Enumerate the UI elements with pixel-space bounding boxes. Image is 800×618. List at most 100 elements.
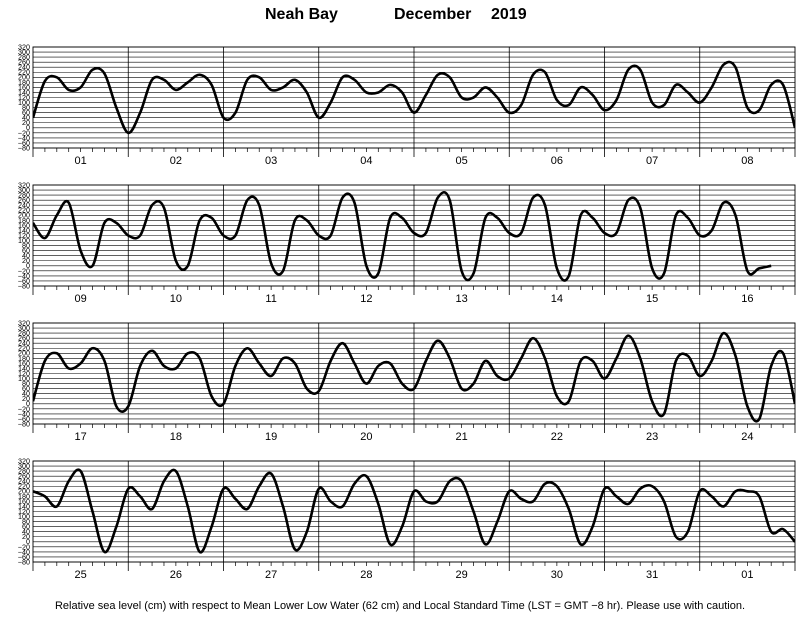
day-label: 14 [551, 293, 563, 305]
y-tick-label: 120 [18, 507, 30, 516]
day-label: 01 [75, 155, 87, 167]
y-tick-label: 260 [18, 58, 30, 67]
y-tick-label: 160 [18, 83, 30, 92]
y-tick-label: −80 [18, 419, 30, 428]
y-tick-label: 40 [22, 113, 30, 122]
tide-panel: 3203002802602402202001801601401201008060… [18, 456, 796, 581]
day-label: 19 [265, 431, 277, 443]
y-tick-label: 140 [18, 226, 30, 235]
y-tick-label: −20 [18, 128, 30, 137]
y-tick-label: −60 [18, 138, 30, 147]
day-label: 18 [170, 431, 182, 443]
y-tick-label: 120 [18, 93, 30, 102]
y-tick-label: −20 [18, 542, 30, 551]
chart-title: Neah Bay December 2019 [0, 6, 800, 28]
day-label: 21 [456, 431, 468, 443]
day-label: 02 [170, 155, 182, 167]
y-tick-label: 260 [18, 196, 30, 205]
day-label: 12 [360, 293, 372, 305]
y-tick-label: 140 [18, 88, 30, 97]
year-label: 2019 [491, 6, 527, 23]
day-label: 25 [75, 569, 87, 581]
day-label: 10 [170, 293, 182, 305]
y-tick-label: −20 [18, 404, 30, 413]
y-tick-label: −60 [18, 552, 30, 561]
y-tick-label: 80 [22, 517, 30, 526]
y-tick-label: 280 [18, 329, 30, 338]
y-tick-label: 60 [22, 522, 30, 531]
tide-panel: 3203002802602402202001801601401201008060… [18, 318, 796, 443]
y-tick-label: −40 [18, 547, 30, 556]
day-label: 03 [265, 155, 277, 167]
y-tick-label: 0 [26, 123, 30, 132]
y-tick-label: 0 [26, 399, 30, 408]
y-tick-label: 280 [18, 191, 30, 200]
day-label: 24 [741, 431, 753, 443]
y-tick-label: 40 [22, 527, 30, 536]
y-tick-label: −40 [18, 409, 30, 418]
y-tick-label: 40 [22, 251, 30, 260]
y-tick-label: 0 [26, 537, 30, 546]
y-tick-label: 100 [18, 512, 30, 521]
y-tick-label: 220 [18, 206, 30, 215]
y-tick-label: 240 [18, 201, 30, 210]
tide-series-line [33, 468, 795, 554]
y-tick-label: 80 [22, 241, 30, 250]
y-tick-label: 80 [22, 379, 30, 388]
y-tick-label: 180 [18, 216, 30, 225]
day-label: 27 [265, 569, 277, 581]
y-tick-label: 300 [18, 185, 30, 194]
tide-series-line [33, 60, 795, 135]
day-label: 01 [741, 569, 753, 581]
y-tick-label: 160 [18, 359, 30, 368]
y-tick-label: 180 [18, 354, 30, 363]
y-tick-label: 200 [18, 349, 30, 358]
tide-panel: 3203002802602402202001801601401201008060… [18, 42, 796, 167]
y-tick-label: −40 [18, 133, 30, 142]
y-tick-label: 140 [18, 364, 30, 373]
y-tick-label: 20 [22, 532, 30, 541]
tide-series-line [33, 190, 772, 282]
y-tick-label: −20 [18, 266, 30, 275]
day-label: 08 [741, 155, 753, 167]
day-label: 22 [551, 431, 563, 443]
y-tick-label: 60 [22, 108, 30, 117]
y-tick-label: 220 [18, 68, 30, 77]
y-tick-label: −40 [18, 271, 30, 280]
day-label: 28 [360, 569, 372, 581]
y-tick-label: 20 [22, 256, 30, 265]
y-tick-label: 320 [18, 456, 30, 465]
y-tick-label: 300 [18, 323, 30, 332]
y-tick-label: 320 [18, 318, 30, 327]
day-label: 16 [741, 293, 753, 305]
y-tick-label: 60 [22, 384, 30, 393]
y-tick-label: 200 [18, 73, 30, 82]
day-label: 11 [265, 293, 276, 305]
day-label: 09 [75, 293, 87, 305]
y-tick-label: 180 [18, 492, 30, 501]
y-tick-label: 220 [18, 344, 30, 353]
y-tick-label: 60 [22, 246, 30, 255]
y-tick-label: 240 [18, 339, 30, 348]
y-tick-label: 180 [18, 78, 30, 87]
y-tick-label: −80 [18, 557, 30, 566]
tide-panel: 3203002802602402202001801601401201008060… [18, 180, 796, 305]
y-tick-label: 200 [18, 487, 30, 496]
y-tick-label: −80 [18, 281, 30, 290]
y-tick-label: 100 [18, 374, 30, 383]
y-tick-label: 220 [18, 482, 30, 491]
day-label: 13 [456, 293, 468, 305]
day-label: 29 [456, 569, 468, 581]
y-tick-label: 40 [22, 389, 30, 398]
y-tick-label: 260 [18, 334, 30, 343]
y-tick-label: 160 [18, 497, 30, 506]
footer-note: Relative sea level (cm) with respect to … [54, 600, 746, 612]
y-tick-label: 80 [22, 103, 30, 112]
y-tick-label: 300 [18, 47, 30, 56]
day-label: 04 [360, 155, 372, 167]
y-tick-label: 320 [18, 180, 30, 189]
y-tick-label: 260 [18, 472, 30, 481]
y-tick-label: −60 [18, 414, 30, 423]
y-tick-label: 0 [26, 261, 30, 270]
